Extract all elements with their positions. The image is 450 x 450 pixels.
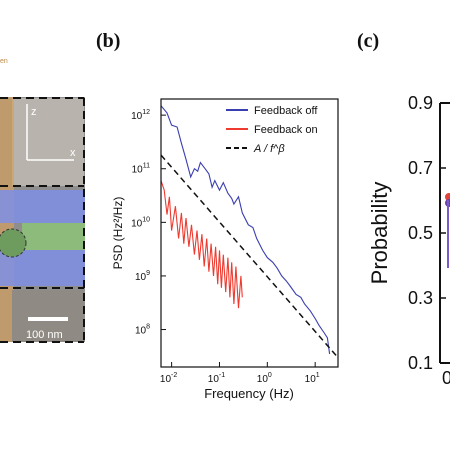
psd-series-line-0 [160, 105, 331, 355]
probability-y-tick-label-2: 0.5 [408, 223, 433, 243]
probability-x-tick-0: 0 [442, 368, 450, 388]
scale-bar [28, 317, 68, 321]
psd-legend-label-2: A / f^β [253, 143, 285, 155]
psd-y-axis-label: PSD (Hz²/Hz) [111, 197, 125, 270]
psd-legend: Feedback off Feedback on A / f^β [226, 105, 318, 155]
psd-plot-frame [160, 98, 339, 368]
micrograph-green-band [22, 223, 85, 250]
micrograph-blue-band-upper [0, 190, 85, 223]
panel-c-label: (c) [357, 30, 380, 52]
scale-bar-label: 100 nm [26, 329, 63, 341]
micrograph-bottom-region [12, 290, 84, 342]
probability-y-tick-label-3: 0.3 [408, 288, 433, 308]
panel-a-corner-text: en [0, 58, 8, 65]
psd-legend-label-1: Feedback on [254, 124, 318, 136]
psd-x-axis-label: Frequency (Hz) [204, 386, 294, 401]
psd-series-group [160, 105, 339, 359]
probability-y-tick-label-0: 0.9 [408, 93, 433, 113]
probability-data-point-red [445, 193, 450, 201]
axis-z-label: z [31, 106, 37, 118]
quantum-dot-marker [0, 228, 27, 258]
psd-series-line-1 [160, 180, 243, 309]
psd-series-line-2 [160, 154, 339, 359]
psd-legend-label-0: Feedback off [254, 105, 318, 117]
probability-y-tick-label-1: 0.7 [408, 158, 433, 178]
probability-y-axis-label: Probability [367, 182, 392, 285]
micrograph-top-region [12, 98, 84, 186]
panel-b-label: (b) [96, 30, 121, 52]
probability-ticks-group: 0.9 0.7 0.5 0.3 0.1 [408, 93, 446, 373]
probability-y-tick-label-4: 0.1 [408, 353, 433, 373]
axis-x-label: x [70, 147, 76, 159]
